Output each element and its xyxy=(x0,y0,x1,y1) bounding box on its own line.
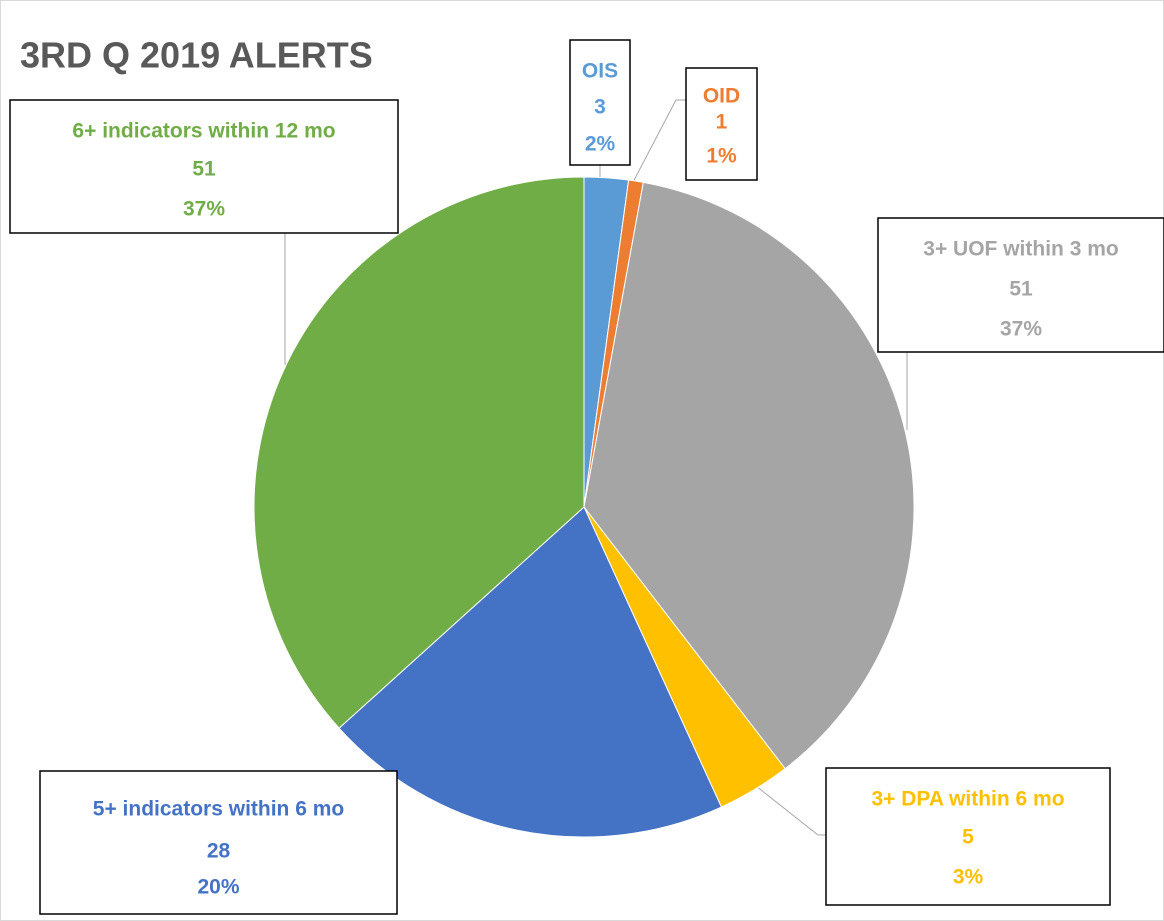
chart-title: 3RD Q 2019 ALERTS xyxy=(20,35,373,76)
pie-slice xyxy=(338,506,723,838)
category-label: 5+ indicators within 6 mo xyxy=(93,798,344,821)
value-label: 5 xyxy=(962,826,974,849)
percent-label: 3% xyxy=(953,866,984,889)
value-label: 51 xyxy=(1009,278,1033,301)
data-label: OIS 3 2% xyxy=(569,39,631,166)
value-label: 51 xyxy=(192,158,216,181)
category-label: 3+ UOF within 3 mo xyxy=(923,238,1118,261)
data-label: 6+ indicators within 12 mo 51 37% xyxy=(9,99,399,234)
data-label: OID 1 1% xyxy=(685,67,758,181)
label-box xyxy=(9,99,399,234)
percent-label: 2% xyxy=(585,133,616,156)
label-box xyxy=(825,767,1111,906)
category-label: 3+ DPA within 6 mo xyxy=(871,788,1064,811)
pie xyxy=(253,176,915,838)
data-label: 3+ DPA within 6 mo 5 3% xyxy=(825,767,1111,906)
pie-slice xyxy=(583,181,915,770)
category-label: OIS xyxy=(582,60,618,83)
label-box xyxy=(569,39,631,166)
label-box xyxy=(39,770,398,915)
data-label: 3+ UOF within 3 mo 51 37% xyxy=(877,217,1164,353)
percent-label: 37% xyxy=(1000,318,1042,341)
leader-line xyxy=(631,99,686,185)
value-label: 28 xyxy=(207,840,231,863)
category-label: OID xyxy=(703,85,740,108)
value-label: 1 xyxy=(716,111,728,134)
percent-label: 20% xyxy=(197,876,239,899)
pie-slice xyxy=(253,176,585,729)
category-label: 6+ indicators within 12 mo xyxy=(72,120,335,143)
label-box xyxy=(877,217,1164,353)
percent-label: 1% xyxy=(706,145,737,168)
leader-line xyxy=(755,785,826,836)
data-label: 5+ indicators within 6 mo 28 20% xyxy=(39,770,398,915)
value-label: 3 xyxy=(594,96,606,119)
leader-lines xyxy=(284,99,908,836)
label-box xyxy=(685,67,758,181)
percent-label: 37% xyxy=(183,198,225,221)
